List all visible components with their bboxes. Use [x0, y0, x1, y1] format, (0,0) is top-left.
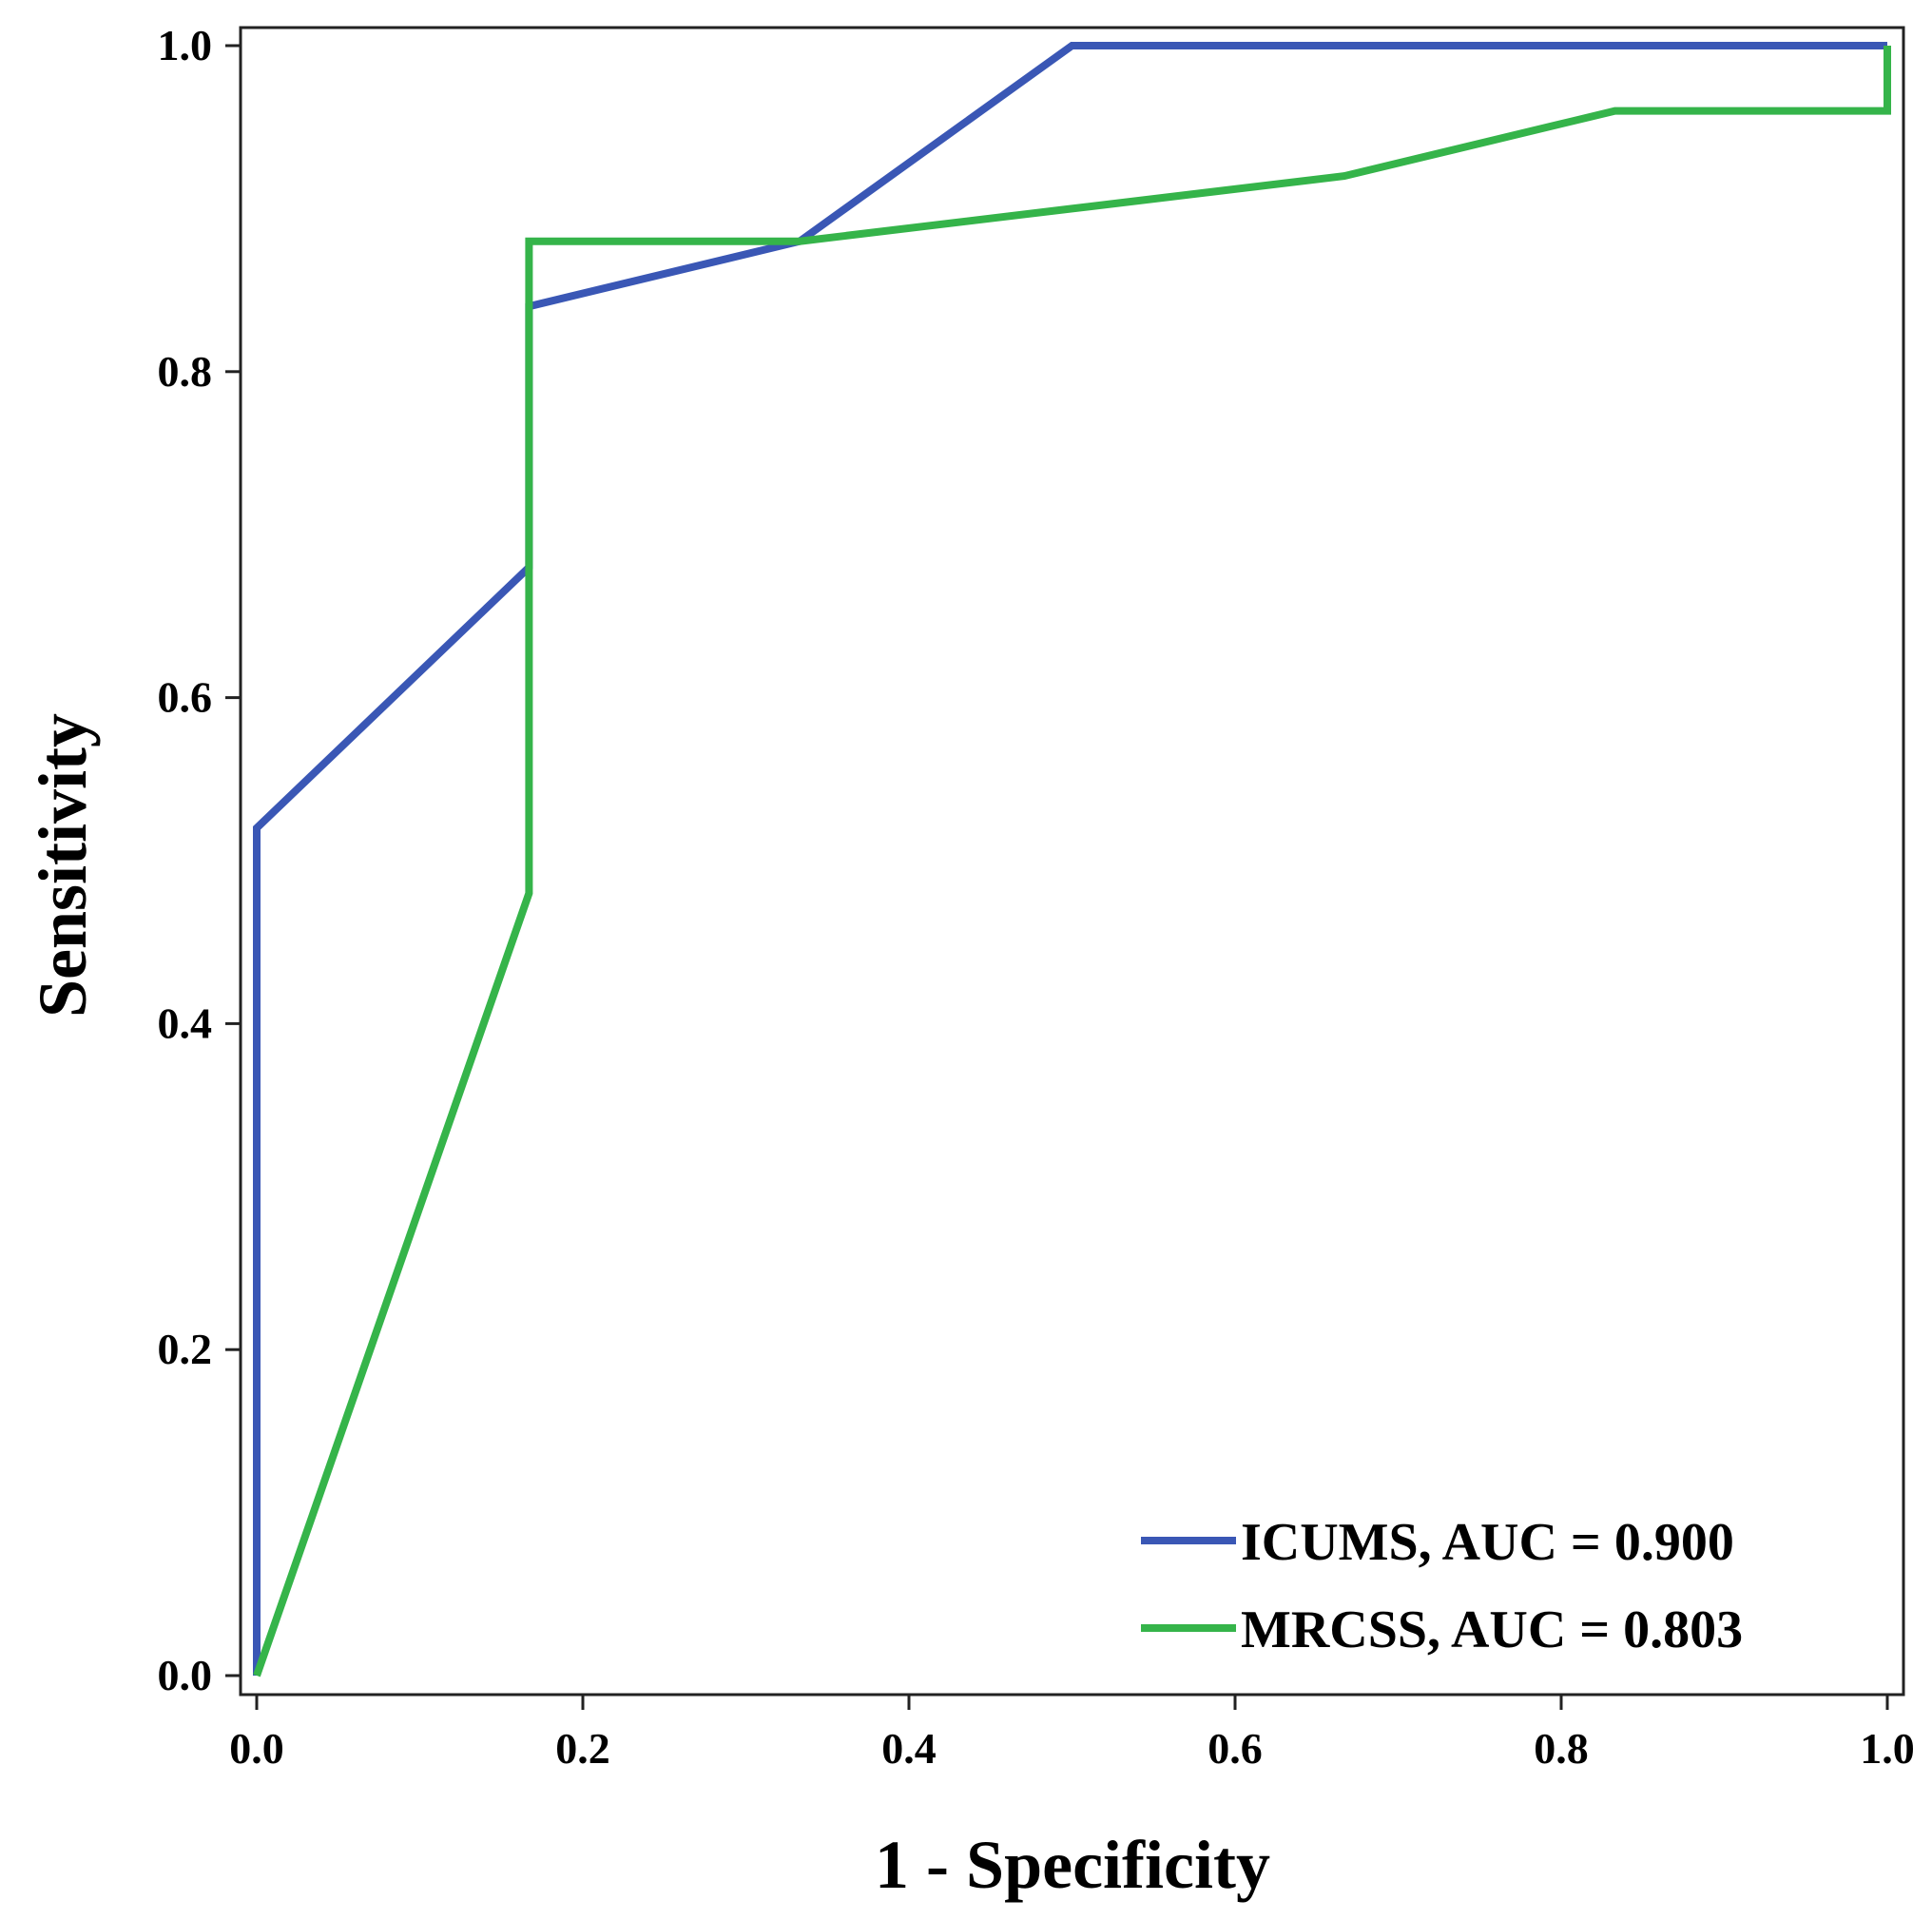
y-tick-label: 0.2 — [158, 1325, 213, 1373]
y-tick-label: 1.0 — [158, 21, 213, 69]
x-tick-label: 0.2 — [555, 1724, 610, 1773]
y-tick-label: 0.8 — [158, 347, 213, 396]
x-tick-label: 0.6 — [1208, 1724, 1263, 1773]
series-line-mrcss — [253, 46, 1891, 1678]
y-tick-label: 0.0 — [158, 1651, 213, 1699]
series-line-icums — [253, 42, 1887, 1676]
x-tick-label: 0.4 — [881, 1724, 937, 1773]
x-axis-title: 1 - Specificity — [875, 1827, 1270, 1903]
y-tick-label: 0.4 — [158, 999, 213, 1047]
y-axis-title: Sensitivity — [25, 713, 101, 1018]
y-tick-label: 0.6 — [158, 673, 213, 722]
legend-label-icums: ICUMS, AUC = 0.900 — [1241, 1513, 1734, 1572]
legend-label-mrcss: MRCSS, AUC = 0.803 — [1241, 1600, 1743, 1659]
plot-frame — [239, 26, 1905, 1697]
x-tick-label: 1.0 — [1860, 1724, 1915, 1773]
x-tick-label: 0.8 — [1534, 1724, 1589, 1773]
x-tick-label: 0.0 — [229, 1724, 284, 1773]
